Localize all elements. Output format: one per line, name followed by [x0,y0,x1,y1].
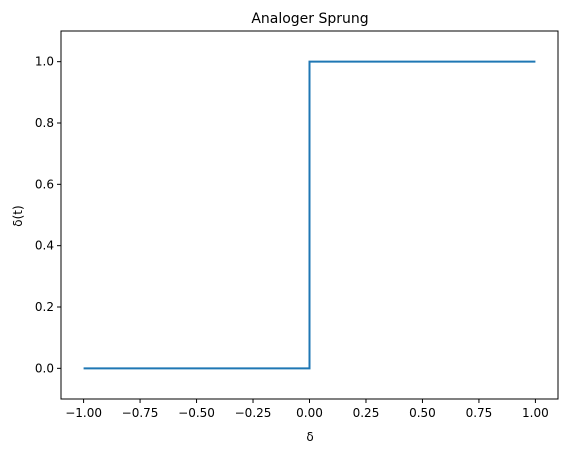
y-tick-label: 0.8 [35,116,54,130]
y-tick-label: 0.6 [35,177,54,191]
y-tick-label: 0.2 [35,300,54,314]
y-tick-label: 1.0 [35,55,54,69]
x-tick-label: −1.00 [65,406,102,420]
x-tick-label: 1.00 [522,406,549,420]
chart-title: Analoger Sprung [251,11,368,27]
plot-area: −1.00 −0.75 −0.50 −0.25 0.00 0.25 0.50 0.75 1.00… [35,30,559,420]
x-tick-label: 0.75 [466,406,493,420]
y-axis-title: δ(t) [11,205,25,226]
x-tick-label: 0.50 [409,406,436,420]
y-tick-label: 0.0 [35,361,54,375]
y-tick-label: 0.4 [35,239,54,253]
x-tick-label: 0.25 [353,406,380,420]
x-tick-label: −0.50 [178,406,215,420]
x-tick-label: −0.75 [122,406,159,420]
x-tick-label: −0.25 [235,406,272,420]
x-axis-title: δ [306,430,313,444]
series-line-0 [83,60,536,370]
x-tick-label: 0.00 [296,406,323,420]
